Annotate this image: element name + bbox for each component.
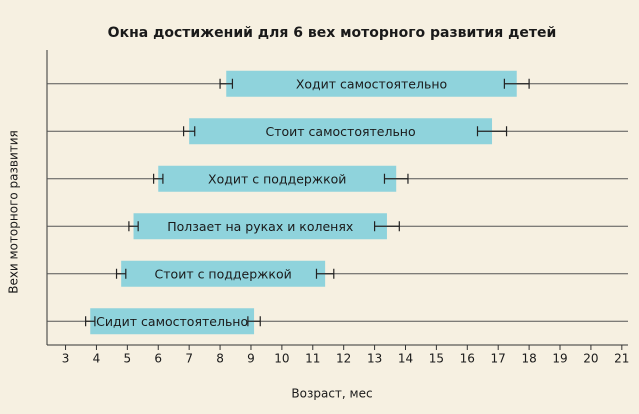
bar-label: Стоит самостоятельно	[266, 124, 416, 139]
x-tick-label: 7	[185, 352, 193, 366]
x-tick-label: 14	[398, 352, 413, 366]
bar	[90, 308, 255, 335]
bar-label: Ходит самостоятельно	[296, 76, 447, 91]
x-tick-label: 4	[93, 352, 101, 366]
bar	[133, 213, 387, 240]
x-tick-label: 15	[429, 352, 444, 366]
x-tick-label: 12	[336, 352, 351, 366]
x-tick-label: 19	[552, 352, 567, 366]
x-tick-label: 9	[247, 352, 255, 366]
x-axis-label: Возраст, мес	[291, 387, 372, 401]
error-bar	[383, 173, 409, 184]
error-bar	[128, 221, 139, 232]
bar	[226, 70, 517, 97]
x-tick-label: 6	[154, 352, 162, 366]
x-tick-label: 5	[124, 352, 132, 366]
x-tick-label: 8	[216, 352, 224, 366]
y-axis-label: Вехи моторного развития	[7, 130, 21, 294]
bar-label: Ползает на руках и коленях	[167, 219, 353, 234]
bar-label: Сидит самостоятельно	[96, 314, 248, 329]
bar-label: Стоит с поддержкой	[155, 266, 292, 281]
bar	[189, 118, 493, 145]
error-bar	[85, 316, 96, 327]
error-bar	[315, 268, 335, 279]
bar	[158, 165, 397, 192]
x-tick-label: 18	[521, 352, 536, 366]
x-tick-label: 10	[274, 352, 289, 366]
error-bar	[115, 268, 127, 279]
error-bar	[247, 316, 261, 327]
error-bar	[153, 173, 164, 184]
chart-title: Окна достижений для 6 вех моторного разв…	[108, 25, 557, 41]
bar-label: Ходит с поддержкой	[208, 171, 346, 186]
x-tick-label: 21	[614, 352, 629, 366]
error-bar	[219, 78, 234, 89]
x-tick-label: 16	[460, 352, 475, 366]
x-tick-label: 13	[367, 352, 382, 366]
x-tick-label: 17	[491, 352, 506, 366]
error-bar	[182, 126, 196, 137]
x-tick-label: 20	[583, 352, 598, 366]
error-bar	[373, 221, 400, 232]
x-tick-label: 3	[62, 352, 70, 366]
x-tick-label: 11	[305, 352, 320, 366]
error-bar	[503, 78, 530, 89]
error-bar	[476, 126, 508, 137]
bar	[121, 260, 326, 287]
